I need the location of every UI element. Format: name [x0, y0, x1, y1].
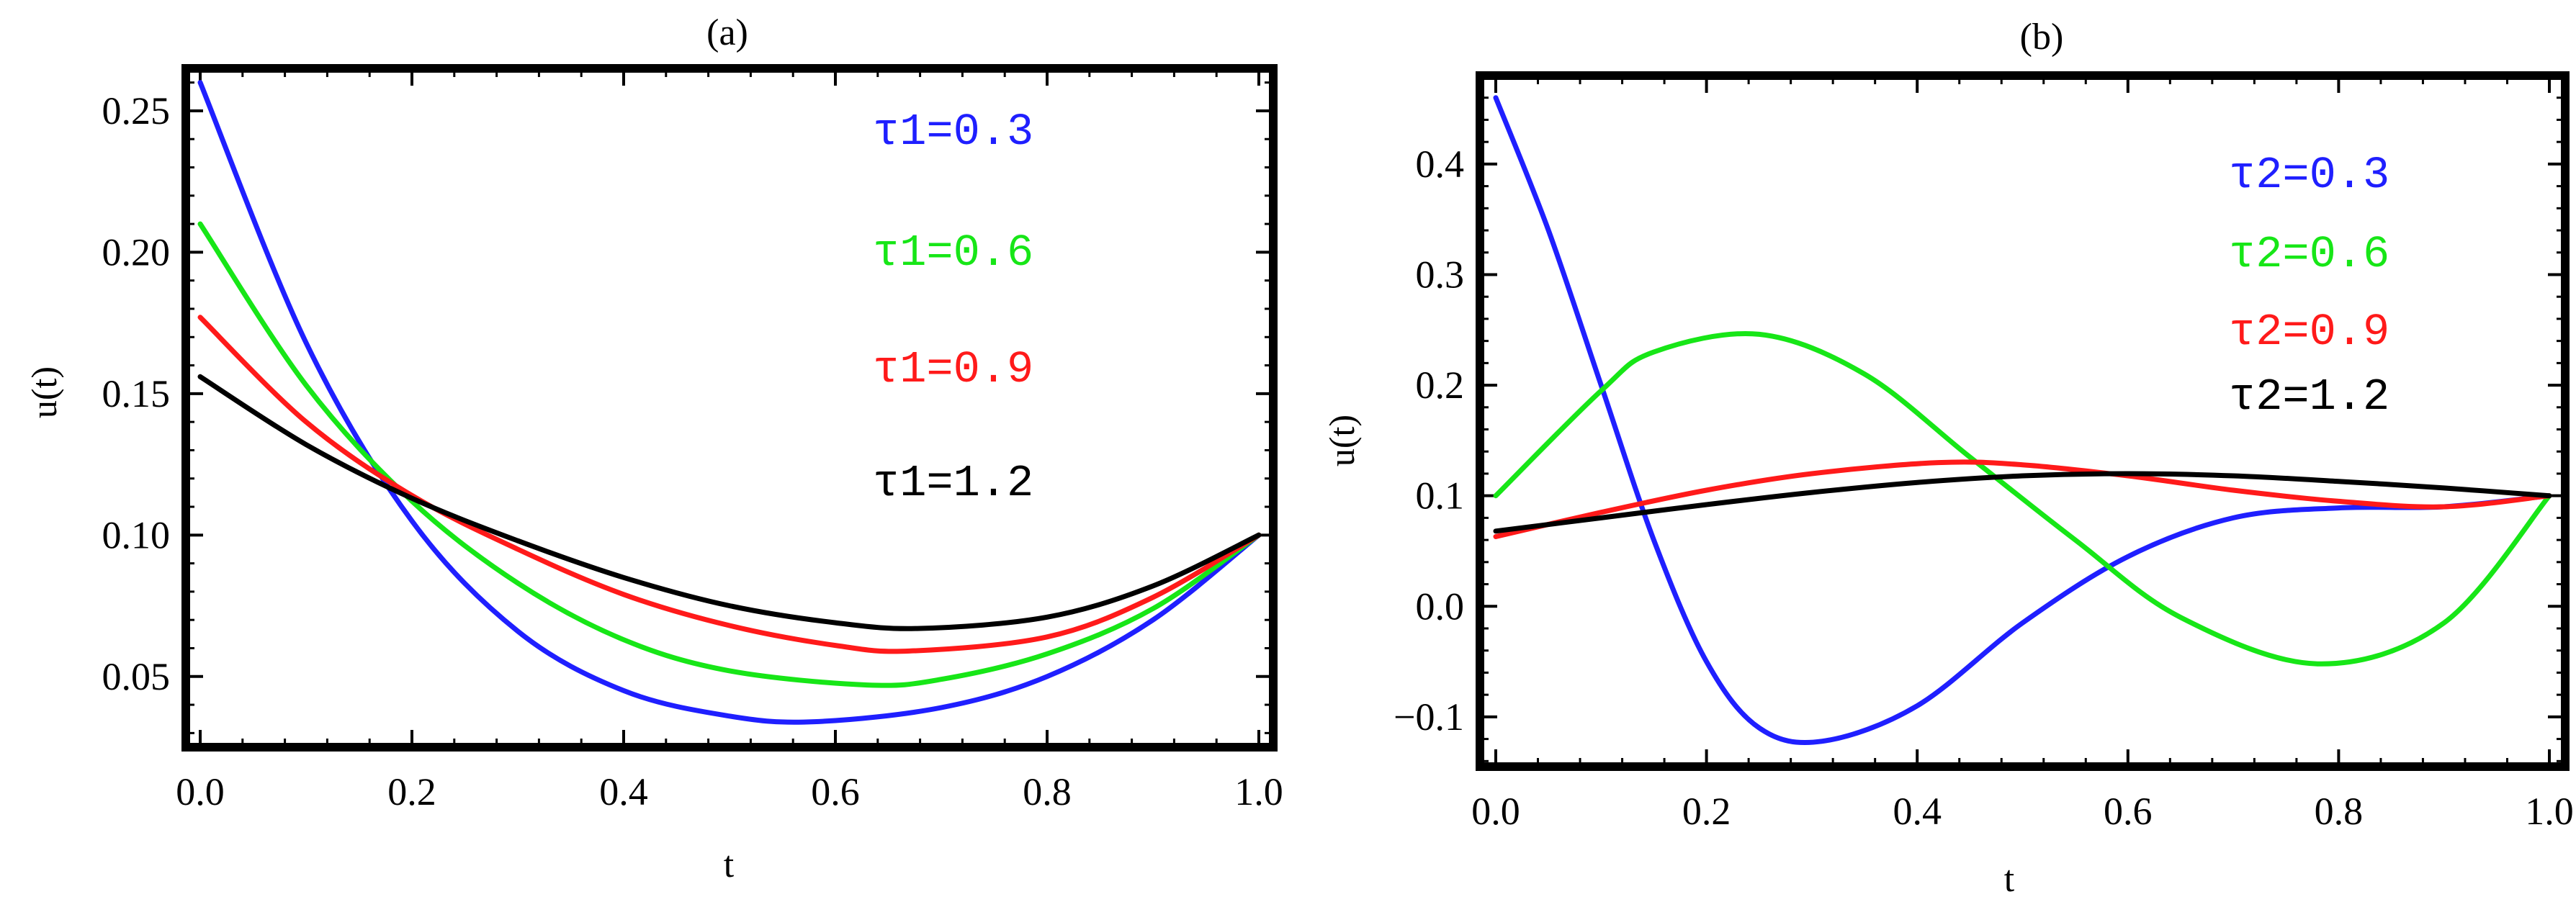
y-tick-label: 0.4 [1416, 143, 1465, 186]
legend-item: τ1=0.9 [873, 344, 1033, 395]
series-line-3 [197, 374, 1262, 631]
y-tick-label: 0.20 [102, 230, 171, 274]
series-line-2 [1493, 459, 2552, 539]
panel-a-frame [181, 64, 1278, 752]
panel-b-series [1493, 95, 2552, 746]
x-tick-label: 1.0 [1234, 770, 1283, 813]
legend-item: τ2=0.9 [2229, 307, 2389, 358]
legend-item: τ1=0.6 [873, 227, 1033, 279]
panel-a-legend: τ1=0.3 τ1=0.6 τ1=0.9 τ1=1.2 [873, 107, 1033, 509]
panel-b-ticks: 0.0 0.2 0.4 0.6 0.8 1.0 −0.1 0.0 0.1 0.2 0.3 0.4 [1394, 76, 2574, 833]
series-line-3 [1493, 471, 2552, 534]
legend-item: τ2=1.2 [2229, 371, 2389, 423]
legend-item: τ2=0.3 [2229, 150, 2389, 201]
panel-a: (a) u(t) t 0.0 0.2 0.4 0.6 0.8 1.0 0.05 0.10 0.1… [24, 12, 1283, 885]
panel-a-ylabel: u(t) [24, 366, 64, 418]
y-tick-label: 0.2 [1416, 364, 1465, 407]
x-tick-label: 0.0 [1471, 790, 1520, 833]
series-line-2 [197, 315, 1262, 654]
x-tick-label: 0.8 [1023, 770, 1072, 813]
y-tick-label: 0.25 [102, 89, 171, 132]
x-tick-label: 0.2 [387, 770, 436, 813]
x-tick-label: 1.0 [2525, 790, 2574, 833]
panel-a-ticks: 0.0 0.2 0.4 0.6 0.8 1.0 0.05 0.10 0.15 0.20 0.25 [102, 68, 1283, 813]
y-tick-label: 0.15 [102, 372, 171, 415]
x-tick-label: 0.6 [811, 770, 860, 813]
y-tick-label: 0.3 [1416, 253, 1465, 296]
x-tick-label: 0.4 [599, 770, 648, 813]
y-tick-label: 0.10 [102, 513, 171, 556]
legend-item: τ1=1.2 [873, 458, 1033, 509]
series-line-0 [197, 80, 1262, 725]
y-tick-label: −0.1 [1394, 695, 1464, 739]
panel-b: (b) u(t) t 0.0 0.2 0.4 0.6 0.8 1.0−0.10.00.10… [1321, 17, 2574, 900]
panel-b-ylabel: u(t) [1321, 415, 1362, 466]
x-tick-label: 0.8 [2315, 790, 2364, 833]
panel-a-series [197, 80, 1262, 725]
x-tick-label: 0.0 [176, 770, 225, 813]
y-tick-label: 0.0 [1416, 585, 1465, 628]
x-tick-label: 0.2 [1682, 790, 1731, 833]
panel-b-legend: τ2=0.3 τ2=0.6 τ2=0.9 τ2=1.2 [2229, 150, 2389, 423]
legend-item: τ1=0.3 [873, 107, 1033, 158]
series-line-1 [197, 221, 1262, 688]
series-line-0 [1493, 95, 2552, 746]
panel-b-xlabel: t [2004, 859, 2015, 900]
y-tick-label: 0.1 [1416, 474, 1465, 518]
panel-b-title: (b) [2020, 17, 2064, 58]
panel-b-frame [1476, 71, 2570, 771]
x-tick-label: 0.6 [2104, 790, 2153, 833]
panel-a-title: (a) [706, 12, 748, 53]
legend-item: τ2=0.6 [2229, 229, 2389, 280]
panel-a-xlabel: t [724, 844, 735, 885]
y-tick-label: 0.05 [102, 655, 171, 698]
x-tick-label: 0.4 [1893, 790, 1942, 833]
